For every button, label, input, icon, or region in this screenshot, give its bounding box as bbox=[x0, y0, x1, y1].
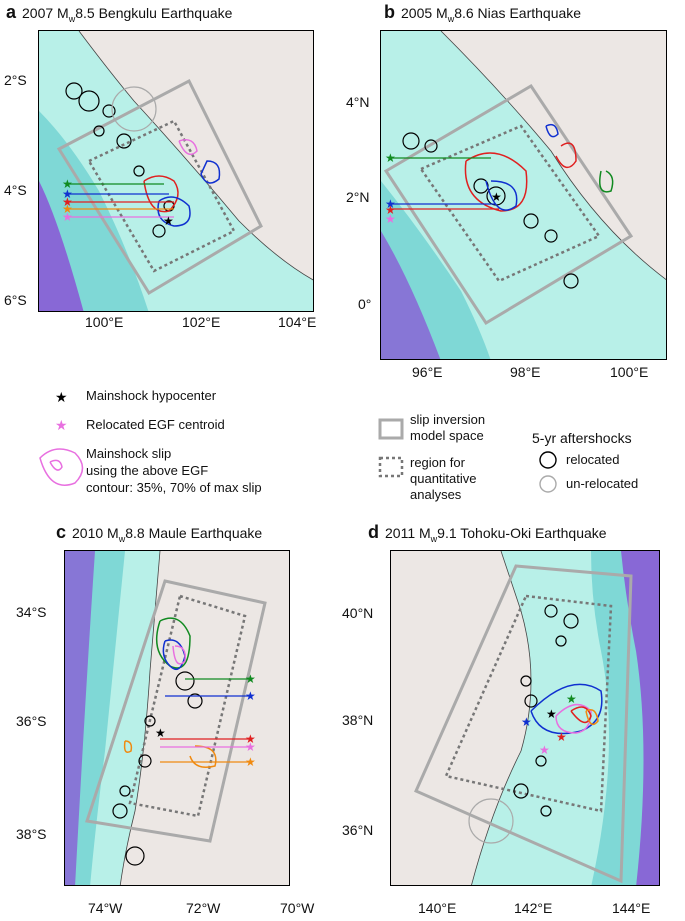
panel-c-xtick: 72°W bbox=[186, 900, 221, 916]
legend-model-label: slip inversion bbox=[410, 412, 486, 427]
svg-text:★: ★ bbox=[385, 197, 396, 211]
legend-unrelocated-icon bbox=[539, 475, 557, 493]
svg-text:★: ★ bbox=[245, 755, 256, 769]
legend-region-label: region for bbox=[410, 455, 465, 470]
svg-text:★: ★ bbox=[155, 726, 166, 740]
panel-c-ytick: 36°S bbox=[16, 713, 47, 729]
panel-a-xtick: 100°E bbox=[85, 314, 124, 330]
panel-a-xtick: 102°E bbox=[182, 314, 221, 330]
panel-b-xtick: 98°E bbox=[510, 364, 541, 380]
panel-a-xtick: 104°E bbox=[278, 314, 317, 330]
legend-region-box-icon bbox=[378, 456, 404, 478]
panel-d-xtick: 144°E bbox=[612, 900, 651, 916]
svg-text:★: ★ bbox=[385, 151, 396, 165]
svg-text:★: ★ bbox=[521, 715, 532, 729]
panel-c-xtick: 74°W bbox=[88, 900, 123, 916]
panel-b-xtick: 100°E bbox=[610, 364, 649, 380]
panel-d-ytick: 36°N bbox=[342, 822, 374, 838]
aftershocks bbox=[65, 82, 175, 238]
legend-egf-label: Relocated EGF centroid bbox=[86, 417, 225, 432]
panel-a-ytick: 6°S bbox=[4, 292, 27, 308]
svg-text:★: ★ bbox=[546, 707, 557, 721]
panel-d-xtick: 140°E bbox=[418, 900, 457, 916]
panel-d-svg: ★ ★ ★ ★ ★ bbox=[391, 551, 659, 885]
panel-b-ytick: 0° bbox=[358, 296, 372, 312]
legend-slip-contour-icon bbox=[39, 448, 84, 486]
panel-a-title: a 2007 Mw8.5 Bengkulu Earthquake bbox=[6, 2, 233, 24]
svg-text:★: ★ bbox=[163, 214, 174, 228]
legend-relocated-icon bbox=[539, 451, 557, 469]
region-box bbox=[87, 119, 236, 273]
panel-d-title: d 2011 Mw9.1 Tohoku-Oki Earthquake bbox=[368, 522, 607, 544]
legend-relocated-label: relocated bbox=[566, 452, 620, 467]
svg-text:★: ★ bbox=[245, 740, 256, 754]
panel-c-ytick: 38°S bbox=[16, 826, 47, 842]
legend-unrelocated-label: un-relocated bbox=[566, 476, 639, 491]
legend-slip-label: Mainshock slip bbox=[86, 446, 172, 461]
panel-b-map: ★ ★ ★ ★ ★ bbox=[380, 30, 667, 360]
panel-a-map: ★ ★ ★ ★ ★ ★ bbox=[38, 30, 314, 312]
panel-b-title: b 2005 Mw8.6 Nias Earthquake bbox=[384, 2, 582, 24]
panel-b-ytick: 2°N bbox=[346, 189, 370, 205]
svg-text:★: ★ bbox=[539, 743, 550, 757]
panel-c-map: ★ ★ ★ ★ ★ ★ bbox=[64, 550, 290, 886]
svg-text:★: ★ bbox=[62, 202, 73, 216]
svg-text:★: ★ bbox=[245, 689, 256, 703]
panel-c-title: c 2010 Mw8.8 Maule Earthquake bbox=[56, 522, 263, 544]
svg-text:★: ★ bbox=[556, 730, 567, 744]
svg-text:★: ★ bbox=[385, 203, 396, 217]
panel-a-ytick: 4°S bbox=[4, 182, 27, 198]
panel-b-xtick: 96°E bbox=[412, 364, 443, 380]
svg-text:★: ★ bbox=[245, 672, 256, 686]
legend-pink-star: ★ bbox=[55, 418, 68, 434]
svg-text:★: ★ bbox=[491, 190, 502, 204]
svg-text:★: ★ bbox=[62, 210, 73, 224]
panel-c-xtick: 70°W bbox=[280, 900, 315, 916]
legend-slip-label: contour: 35%, 70% of max slip bbox=[86, 480, 262, 495]
panel-b-svg: ★★★★★ bbox=[381, 31, 666, 359]
model-space-box bbox=[56, 78, 263, 296]
svg-text:★: ★ bbox=[62, 195, 73, 209]
svg-text:★: ★ bbox=[62, 187, 73, 201]
legend-region-label: analyses bbox=[410, 487, 462, 502]
panel-a-ytick: 2°S bbox=[4, 72, 27, 88]
legend-model-label: model space bbox=[410, 428, 484, 443]
legend-black-star: ★ bbox=[55, 390, 68, 406]
svg-text:★: ★ bbox=[385, 212, 396, 226]
panel-d-map: ★ ★ ★ ★ ★ bbox=[390, 550, 660, 886]
coastline bbox=[78, 31, 313, 281]
svg-text:★: ★ bbox=[566, 692, 577, 706]
offset-lines bbox=[67, 183, 174, 218]
legend-slip-label: using the above EGF bbox=[86, 463, 209, 478]
legend-region-label: quantitative bbox=[410, 471, 477, 486]
panel-b-ytick: 4°N bbox=[346, 94, 370, 110]
trench bbox=[39, 181, 84, 311]
panel-d-xtick: 142°E bbox=[514, 900, 553, 916]
panel-d-ytick: 38°N bbox=[342, 712, 374, 728]
panel-c-svg: ★★★★★★ bbox=[65, 551, 289, 885]
legend-model-box-icon bbox=[378, 418, 404, 440]
panel-d-ytick: 40°N bbox=[342, 605, 374, 621]
panel-c-ytick: 34°S bbox=[16, 604, 47, 620]
panel-a-svg: ★★★★★ ★ bbox=[39, 31, 313, 311]
legend-aftershock-title: 5-yr aftershocks bbox=[532, 430, 632, 446]
legend-mainshock-label: Mainshock hypocenter bbox=[86, 388, 217, 403]
svg-text:★: ★ bbox=[62, 177, 73, 191]
svg-text:★: ★ bbox=[245, 732, 256, 746]
